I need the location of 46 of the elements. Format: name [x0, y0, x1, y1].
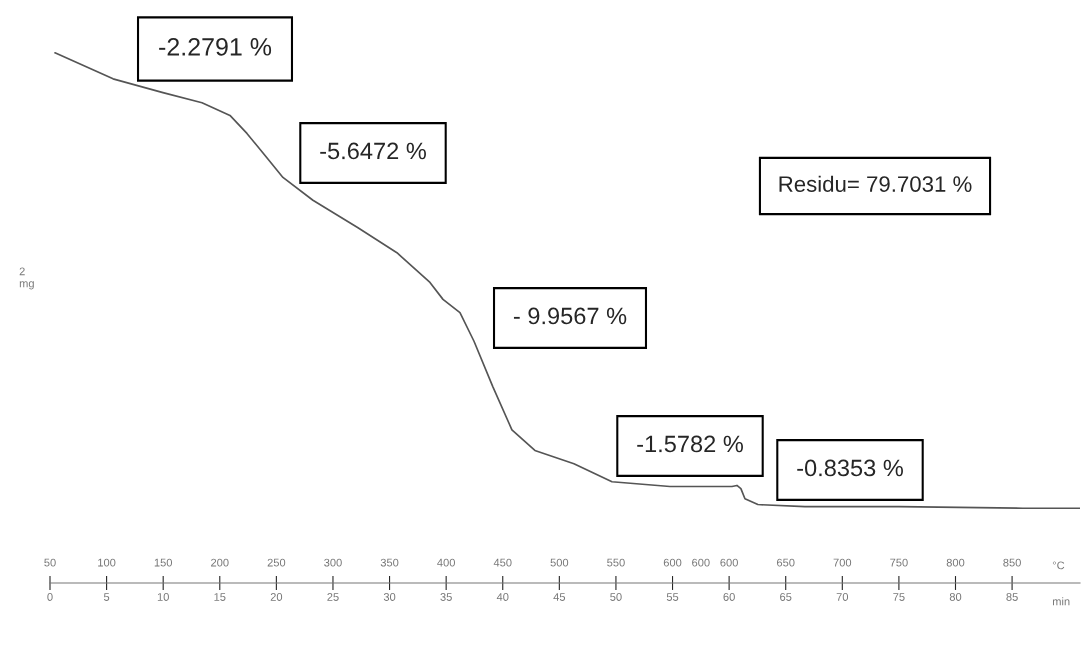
- x-tick-label: 60: [723, 593, 735, 601]
- annotation: 500: [550, 558, 569, 567]
- x-axis-title: min: [1052, 597, 1070, 606]
- annotation: 750: [890, 558, 908, 567]
- annotation: 550: [607, 558, 625, 567]
- annotation: 450: [493, 558, 512, 567]
- annotation: 700: [833, 558, 852, 567]
- annotation: 650: [777, 558, 795, 567]
- x-tick-label: 15: [214, 593, 226, 601]
- x-tick-label: 30: [383, 593, 396, 601]
- annotation: - 9.9567 %: [513, 307, 627, 325]
- x-tick-label: 55: [666, 593, 679, 601]
- annotation: -5.6472 %: [320, 142, 426, 160]
- x-tick-label: 75: [893, 593, 905, 601]
- annotation: 600: [692, 558, 710, 567]
- x-tick-label: 5: [103, 593, 110, 601]
- annotation: 200: [211, 558, 229, 567]
- annotation: 250: [267, 558, 286, 567]
- y-axis-title: 2 mg: [19, 267, 34, 290]
- x2-axis-title: °C: [1052, 561, 1065, 570]
- annotation: 300: [324, 558, 342, 567]
- annotation: 600: [663, 558, 682, 567]
- x-tick-label: 40: [496, 593, 509, 601]
- annotation: 350: [380, 558, 399, 567]
- annotation: -0.8353 %: [797, 459, 903, 477]
- annotation: 850: [1003, 558, 1021, 567]
- x-tick-label: 10: [157, 593, 169, 601]
- annotation: 100: [98, 558, 116, 567]
- x-tick-label: 0: [47, 593, 53, 601]
- annotation: Residu= 79.7031 %: [779, 175, 972, 192]
- x-tick-label: 35: [440, 593, 452, 601]
- annotation: -2.2791 %: [159, 38, 272, 56]
- x-tick-label: 80: [949, 593, 962, 601]
- x-tick-label: 20: [270, 593, 283, 601]
- x-tick-label: 50: [610, 593, 622, 601]
- x-tick-label: 25: [327, 593, 339, 601]
- x-tick-label: 45: [553, 593, 566, 601]
- annotation: 50: [44, 558, 56, 567]
- annotation: -1.5782 %: [637, 435, 743, 453]
- annotation: 150: [154, 558, 173, 567]
- x-tick-label: 85: [1006, 593, 1018, 601]
- x-tick-label: 65: [780, 593, 792, 601]
- annotation: 600: [720, 558, 738, 567]
- annotation: 800: [946, 558, 965, 567]
- annotation: 400: [437, 558, 455, 567]
- x-tick-label: 70: [836, 593, 849, 601]
